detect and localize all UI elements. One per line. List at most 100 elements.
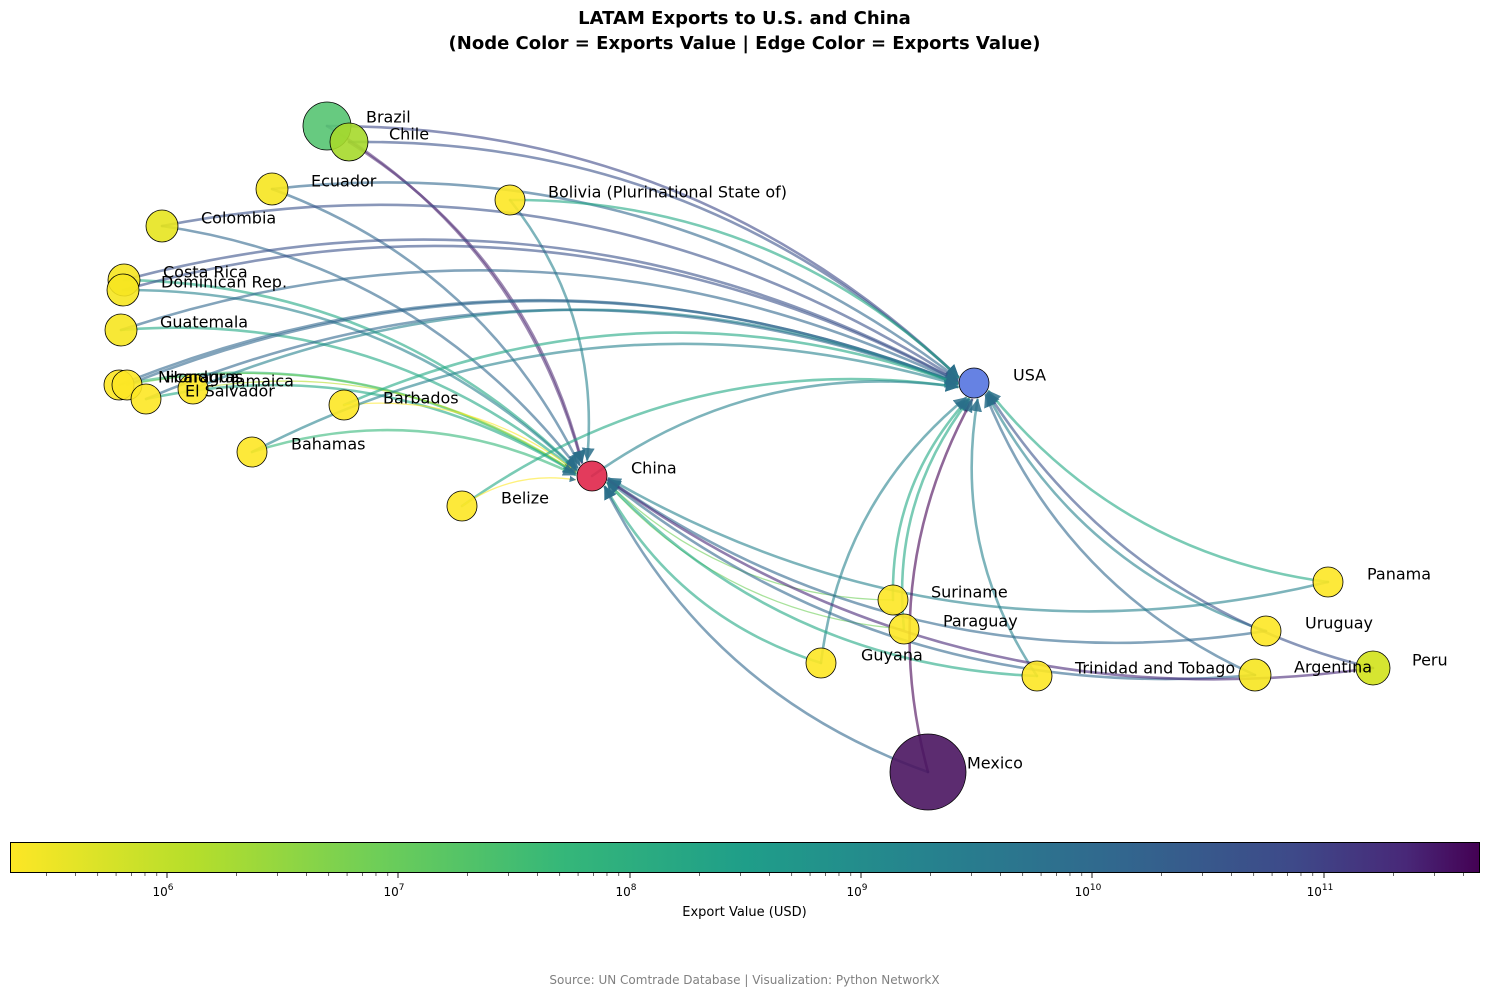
colorbar-tick-exponent: 9 bbox=[862, 883, 868, 893]
colorbar-tick-label: 106 bbox=[152, 883, 173, 899]
node-label-costarica: Costa Rica bbox=[163, 263, 248, 282]
node-bahamas bbox=[236, 436, 268, 468]
edges-layer bbox=[117, 124, 1375, 774]
edge-uruguay-to-usa bbox=[985, 392, 1268, 633]
node-label-belize: Belize bbox=[501, 489, 549, 508]
edge-panama-to-china bbox=[607, 477, 1330, 613]
edge-peru-to-usa bbox=[986, 391, 1375, 670]
edge-costarica-to-usa bbox=[122, 238, 959, 383]
node-label-suriname: Suriname bbox=[931, 583, 1008, 602]
colorbar-tick-label: 107 bbox=[383, 883, 404, 899]
node-label-jamaica: Jamaica bbox=[230, 372, 294, 391]
node-paraguay bbox=[888, 613, 920, 645]
node-label-peru: Peru bbox=[1412, 651, 1448, 670]
node-label-colombia: Colombia bbox=[201, 209, 276, 228]
edge-mexico-to-usa bbox=[908, 398, 974, 774]
edge-suriname-to-usa bbox=[891, 397, 970, 602]
colorbar-tick-base: 10 bbox=[152, 885, 167, 899]
node-label-mexico: Mexico bbox=[967, 754, 1023, 773]
edge-bahamas-to-china bbox=[250, 428, 577, 477]
edge-mexico-to-china bbox=[603, 485, 930, 774]
edge-jamaica-to-usa bbox=[191, 308, 959, 391]
node-jamaica bbox=[177, 373, 209, 405]
source-note: Source: UN Comtrade Database | Visualiza… bbox=[549, 973, 940, 987]
edge-argentina-to-usa bbox=[984, 393, 1257, 677]
edge-colombia-to-china bbox=[160, 224, 579, 469]
node-label-trinidad: Trinidad and Tobago bbox=[1074, 659, 1235, 678]
edge-guatemala-to-usa bbox=[119, 269, 959, 384]
node-label-nicaragua: Nicaragua bbox=[158, 368, 240, 387]
colorbar-tick-exponent: 6 bbox=[168, 883, 174, 893]
edge-bolivia-to-usa bbox=[508, 198, 960, 379]
colorbar-tick-label: 109 bbox=[846, 883, 867, 899]
node-label-barbados: Barbados bbox=[383, 389, 459, 408]
node-china bbox=[576, 460, 608, 492]
node-uruguay bbox=[1250, 615, 1282, 647]
node-label-ecuador: Ecuador bbox=[311, 172, 377, 191]
edge-guatemala-to-china bbox=[119, 326, 578, 473]
colorbar-tick-base: 10 bbox=[383, 885, 398, 899]
node-label-dominican: Dominican Rep. bbox=[161, 273, 287, 292]
node-label-china: China bbox=[631, 459, 677, 478]
node-label-brazil: Brazil bbox=[366, 108, 411, 127]
edge-panama-to-usa bbox=[987, 390, 1330, 584]
node-label-uruguay: Uruguay bbox=[1305, 614, 1373, 633]
chart-title: LATAM Exports to U.S. and China (Node Co… bbox=[0, 6, 1489, 56]
node-suriname bbox=[877, 584, 909, 616]
chart-title-line1: LATAM Exports to U.S. and China bbox=[578, 8, 911, 29]
node-guatemala bbox=[104, 313, 138, 347]
node-label-usa: USA bbox=[1013, 366, 1046, 385]
edge-belize-to-usa bbox=[460, 377, 959, 508]
node-trinidad bbox=[1021, 660, 1053, 692]
edge-colombia-to-usa bbox=[160, 203, 959, 382]
node-dominican bbox=[106, 273, 140, 307]
edge-guyana-to-usa bbox=[819, 396, 968, 665]
colorbar-tick-exponent: 7 bbox=[399, 883, 405, 893]
colorbar-tick-base: 10 bbox=[615, 885, 630, 899]
colorbar-tick-exponent: 8 bbox=[631, 883, 637, 893]
edge-chile-to-china bbox=[347, 140, 586, 464]
node-colombia bbox=[145, 209, 179, 243]
edge-brazil-to-usa bbox=[325, 124, 960, 379]
nodes-layer bbox=[103, 101, 1391, 811]
colorbar-tick-label: 108 bbox=[615, 883, 636, 899]
colorbar-tick-exponent: 11 bbox=[1322, 883, 1333, 893]
node-label-honduras: Honduras bbox=[166, 368, 243, 387]
colorbar-tick-base: 10 bbox=[1307, 885, 1322, 899]
colorbar bbox=[10, 842, 1480, 873]
colorbar-label: Export Value (USD) bbox=[682, 905, 807, 920]
node-label-argentina: Argentina bbox=[1294, 658, 1372, 677]
node-argentina bbox=[1238, 658, 1272, 692]
node-usa bbox=[958, 367, 990, 399]
edge-ecuador-to-usa bbox=[270, 181, 959, 380]
colorbar-tick-exponent: 10 bbox=[1090, 883, 1102, 893]
colorbar-tick-label: 1010 bbox=[1075, 883, 1102, 899]
edge-bolivia-to-china bbox=[508, 198, 595, 462]
node-label-bahamas: Bahamas bbox=[291, 435, 365, 454]
colorbar-tick-base: 10 bbox=[846, 885, 861, 899]
node-belize bbox=[446, 490, 478, 522]
colorbar-ticks: 106 107 108 109 1010 1011 bbox=[46, 873, 1464, 899]
edge-barbados-to-usa bbox=[342, 331, 959, 407]
edge-trinidad-to-china bbox=[606, 481, 1039, 678]
node-label-paraguay: Paraguay bbox=[943, 612, 1018, 631]
node-bolivia bbox=[494, 184, 526, 216]
edge-guyana-to-china bbox=[603, 485, 823, 665]
node-label-guatemala: Guatemala bbox=[160, 313, 248, 332]
colorbar-tick-base: 10 bbox=[1075, 885, 1090, 899]
node-label-bolivia: Bolivia (Plurinational State of) bbox=[548, 183, 787, 202]
node-peru bbox=[1355, 650, 1391, 686]
edge-ecuador-to-china bbox=[270, 187, 581, 466]
chart-title-line2: (Node Color = Exports Value | Edge Color… bbox=[448, 33, 1041, 54]
edge-uruguay-to-china bbox=[607, 478, 1268, 645]
node-panama bbox=[1312, 566, 1344, 598]
node-barbados bbox=[328, 389, 360, 421]
edge-trinidad-to-usa bbox=[969, 398, 1039, 678]
colorbar-tick-label: 1011 bbox=[1307, 883, 1334, 899]
node-elsalvador bbox=[130, 383, 162, 415]
node-label-elsalvador: El Salvador bbox=[185, 382, 275, 401]
node-guyana bbox=[805, 647, 837, 679]
edge-dominican-to-usa bbox=[121, 244, 959, 383]
node-label-chile: Chile bbox=[389, 125, 429, 144]
